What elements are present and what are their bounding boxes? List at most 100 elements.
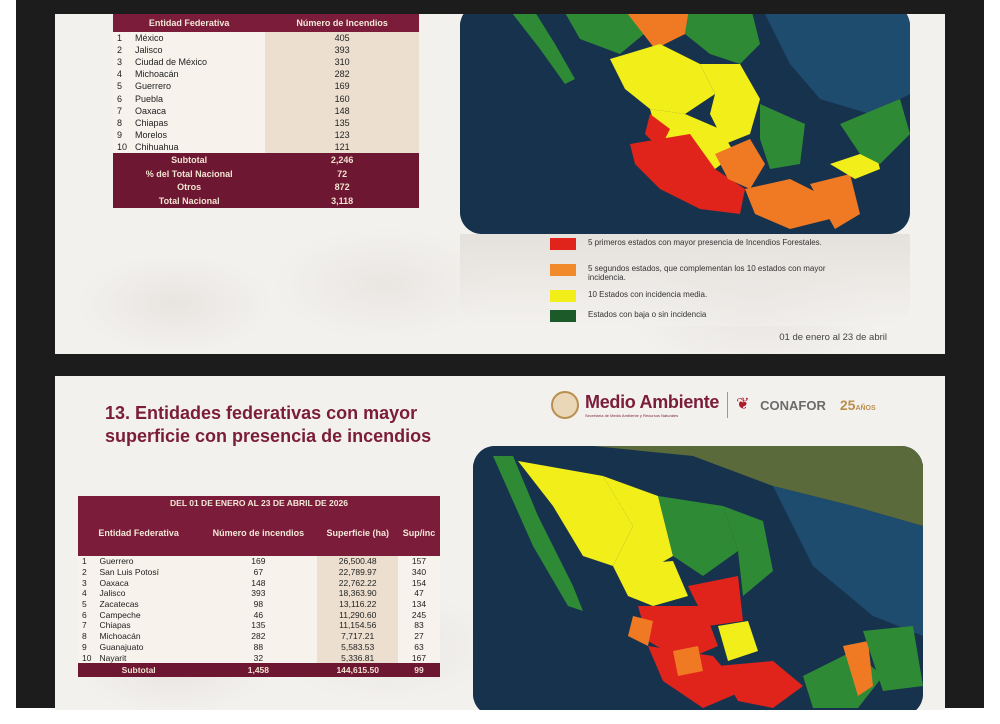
row-number: 4 [78, 588, 96, 599]
row-superficie: 5,336.81 [317, 652, 399, 663]
table-row: 7 Oaxaca 148 [113, 104, 419, 117]
row-valor: 148 [265, 104, 419, 117]
col-header-entidad: Entidad Federativa [78, 510, 200, 556]
row-incendios: 32 [199, 652, 318, 663]
row-number: 9 [78, 641, 96, 653]
row-estado: Jalisco [95, 588, 200, 599]
row-superficie: 18,363.90 [317, 588, 399, 599]
row-estado: Oaxaca [95, 577, 200, 589]
row-estado: Guerrero [131, 80, 266, 93]
incendios-table: Entidad Federativa Número de Incendios 1… [113, 14, 419, 209]
col-header-supinc: Sup/inc [398, 510, 440, 556]
legend-swatch-orange [550, 264, 576, 276]
row-supinc: 340 [398, 566, 440, 578]
summary-value: 3,118 [265, 194, 419, 209]
legend-swatch-green [550, 310, 576, 322]
subtotal-row: Subtotal 1,458 144,615.50 99 [78, 662, 440, 677]
row-estado: Guanajuato [95, 641, 200, 653]
row-valor: 393 [265, 44, 419, 57]
row-number: 8 [113, 116, 132, 129]
table-row: 10 Chihuahua 121 [113, 140, 419, 153]
legend-item-next5: 5 segundos estados, que complementan los… [550, 264, 850, 282]
row-number: 9 [113, 128, 132, 141]
row-estado: Chihuahua [131, 140, 266, 153]
logos-bar: Medio Ambiente Secretaría de Medio Ambie… [551, 388, 941, 422]
subtotal-label: Subtotal [78, 662, 200, 677]
row-supinc: 245 [398, 609, 440, 621]
legend-item-low: Estados con baja o sin incidencia [550, 310, 706, 322]
table-row: 8 Michoacán 282 7,717.21 27 [78, 630, 440, 642]
row-valor: 169 [265, 80, 419, 93]
mexico-map-incendios [460, 14, 910, 234]
legend-item-top5: 5 primeros estados con mayor presencia d… [550, 238, 822, 250]
row-supinc: 154 [398, 577, 440, 589]
legend-text: 5 primeros estados con mayor presencia d… [588, 238, 822, 247]
col-header-entidad: Entidad Federativa [113, 14, 266, 32]
slide-superficie-incendios: 13. Entidades federativas con mayor supe… [55, 376, 945, 710]
row-valor: 310 [265, 56, 419, 69]
summary-label: Otros [113, 180, 266, 195]
map-reflection [460, 234, 910, 326]
row-valor: 282 [265, 68, 419, 81]
row-number: 3 [78, 577, 96, 589]
subtotal-incendios: 1,458 [199, 662, 318, 677]
row-estado: San Luis Potosí [95, 566, 200, 578]
summary-label: Subtotal [113, 152, 266, 167]
subtotal-superficie: 144,615.50 [317, 662, 399, 677]
row-number: 2 [113, 44, 132, 57]
summary-row: Total Nacional 3,118 [113, 194, 419, 209]
summary-row: % del Total Nacional 72 [113, 166, 419, 181]
table-row: 2 Jalisco 393 [113, 44, 419, 57]
row-superficie: 22,762.22 [317, 577, 399, 589]
row-number: 2 [78, 566, 96, 578]
col-header-incendios: Número de incendios [199, 510, 318, 556]
row-estado: Zacatecas [95, 598, 200, 610]
row-supinc: 134 [398, 598, 440, 610]
table-row: 4 Jalisco 393 18,363.90 47 [78, 588, 440, 599]
table-caption: DEL 01 DE ENERO AL 23 DE ABRIL DE 2026 [78, 496, 440, 510]
row-estado: Morelos [131, 128, 266, 141]
row-superficie: 26,500.48 [317, 556, 399, 567]
government-seal-icon [551, 391, 579, 419]
row-valor: 160 [265, 92, 419, 105]
table-row: 5 Guerrero 169 [113, 80, 419, 93]
row-supinc: 157 [398, 556, 440, 567]
table-row: 9 Morelos 123 [113, 128, 419, 141]
table-row: 6 Campeche 46 11,290.60 245 [78, 609, 440, 621]
row-number: 1 [78, 556, 96, 567]
medio-ambiente-logo: Medio Ambiente Secretaría de Medio Ambie… [585, 392, 720, 418]
row-number: 7 [113, 104, 132, 117]
row-number: 10 [78, 652, 96, 663]
row-number: 1 [113, 32, 132, 45]
table-row: 9 Guanajuato 88 5,583.53 63 [78, 641, 440, 653]
row-estado: Puebla [131, 92, 266, 105]
row-superficie: 13,116.22 [317, 598, 399, 610]
summary-row: Subtotal 2,246 [113, 152, 419, 167]
row-incendios: 46 [199, 609, 318, 621]
table-row: 1 México 405 [113, 32, 419, 45]
row-supinc: 47 [398, 588, 440, 599]
row-superficie: 11,290.60 [317, 609, 399, 621]
summary-label: % del Total Nacional [113, 166, 266, 181]
table-row: 6 Puebla 160 [113, 92, 419, 105]
row-estado: Jalisco [131, 44, 266, 57]
legend-swatch-yellow [550, 290, 576, 302]
row-incendios: 135 [199, 620, 318, 631]
row-valor: 121 [265, 140, 419, 153]
row-incendios: 88 [199, 641, 318, 653]
legend-text: 5 segundos estados, que complementan los… [588, 264, 826, 282]
row-estado: Chiapas [95, 620, 200, 631]
table-row: 3 Ciudad de México 310 [113, 56, 419, 69]
row-valor: 135 [265, 116, 419, 129]
table-row: 7 Chiapas 135 11,154.56 83 [78, 620, 440, 631]
conafor-tree-icon: ❦ [736, 396, 750, 413]
row-supinc: 83 [398, 620, 440, 631]
row-estado: Michoacán [131, 68, 266, 81]
row-incendios: 148 [199, 577, 318, 589]
right-margin [984, 0, 1000, 724]
row-estado: Ciudad de México [131, 56, 266, 69]
anniversary-logo: 25AÑOS [839, 397, 876, 413]
row-estado: Michoacán [95, 630, 200, 642]
map-graphic [460, 14, 910, 234]
row-estado: México [131, 32, 266, 45]
